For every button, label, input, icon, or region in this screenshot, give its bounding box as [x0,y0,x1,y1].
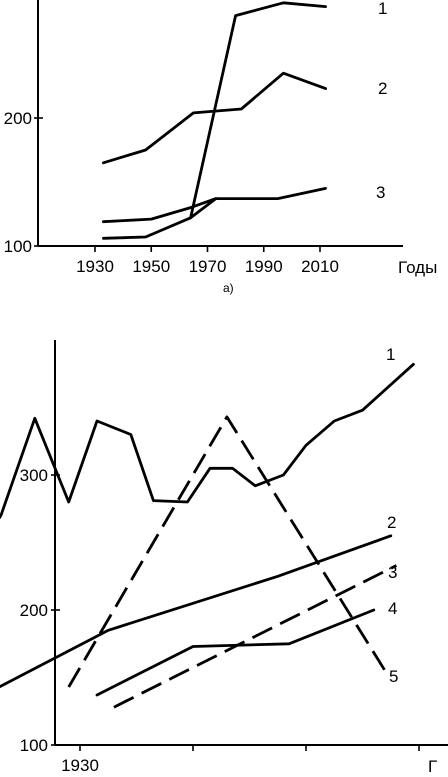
y-tick-label: 200 [4,109,32,128]
y-tick-label: 300 [20,466,48,485]
x-tick-label: 1930 [76,257,114,276]
top-chart: 1 2 3 1930 1950 1970 1990 2010 100 200 Годы а) [4,0,437,295]
series-line-5 [67,415,387,688]
bottom-tick-labels: 1930 100 200 300 [20,466,99,775]
y-tick-label: 200 [20,601,48,620]
x-tick-label: 1970 [189,257,227,276]
series-label: 2 [378,79,387,98]
bottom-series: 1 2 3 4 5 [0,345,415,709]
x-tick-label: 1930 [61,756,99,775]
x-tick-label: 1990 [245,257,283,276]
series-line-2 [102,71,327,165]
series-line-3 [102,187,327,240]
series-label: 1 [378,0,387,18]
series-line-2 [0,534,393,689]
top-series: 1 2 3 [102,0,387,240]
series-label: 5 [389,667,398,686]
series-line-unlabeled [102,197,218,224]
top-chart-caption: а) [223,281,234,295]
x-tick-label: 2010 [301,257,339,276]
series-label: 2 [387,513,396,532]
y-tick-label: 100 [4,237,32,256]
series-line-1 [0,362,415,520]
top-tick-labels: 1930 1950 1970 1990 2010 100 200 [4,109,339,276]
series-line-3 [113,564,398,709]
series-label: 4 [388,599,397,618]
series-label: 1 [386,345,395,364]
series-line-4 [95,608,376,697]
top-ticks [34,117,321,252]
series-label: 3 [388,563,397,582]
y-tick-label: 100 [20,736,48,755]
bottom-x-axis-label: Г [428,757,437,776]
x-tick-label: 1950 [132,257,170,276]
bottom-chart: 1 2 3 4 5 1930 100 200 300 Г [0,340,448,776]
series-line-1 [189,1,327,220]
top-x-axis-label: Годы [398,258,437,277]
bottom-ticks [51,474,420,751]
series-label: 3 [376,183,385,202]
